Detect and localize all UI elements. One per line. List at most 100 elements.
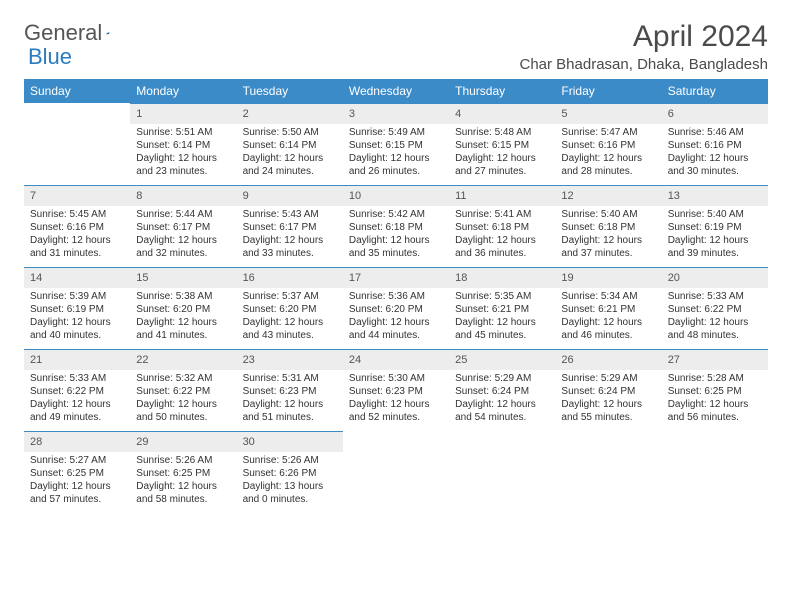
- day-body: Sunrise: 5:39 AMSunset: 6:19 PMDaylight:…: [24, 288, 130, 348]
- calendar-day-cell: 22Sunrise: 5:32 AMSunset: 6:22 PMDayligh…: [130, 349, 236, 431]
- sunset-text: Sunset: 6:17 PM: [136, 221, 230, 234]
- sunset-text: Sunset: 6:20 PM: [136, 303, 230, 316]
- sunset-text: Sunset: 6:23 PM: [349, 385, 443, 398]
- calendar-week-row: 21Sunrise: 5:33 AMSunset: 6:22 PMDayligh…: [24, 349, 768, 431]
- calendar-day-cell: 18Sunrise: 5:35 AMSunset: 6:21 PMDayligh…: [449, 267, 555, 349]
- day-number: 12: [555, 185, 661, 206]
- weekday-header: Sunday: [24, 79, 130, 103]
- weekday-header: Thursday: [449, 79, 555, 103]
- calendar-body: 1Sunrise: 5:51 AMSunset: 6:14 PMDaylight…: [24, 103, 768, 513]
- sunrise-text: Sunrise: 5:38 AM: [136, 290, 230, 303]
- logo-row2: Blue: [28, 44, 72, 70]
- day-number: 28: [24, 431, 130, 452]
- day-number: 10: [343, 185, 449, 206]
- day-body: Sunrise: 5:37 AMSunset: 6:20 PMDaylight:…: [237, 288, 343, 348]
- daylight-text: Daylight: 12 hours and 49 minutes.: [30, 398, 124, 424]
- logo-text-2: Blue: [28, 44, 72, 69]
- sunrise-text: Sunrise: 5:41 AM: [455, 208, 549, 221]
- day-number: [343, 431, 449, 438]
- daylight-text: Daylight: 12 hours and 46 minutes.: [561, 316, 655, 342]
- sunrise-text: Sunrise: 5:27 AM: [30, 454, 124, 467]
- daylight-text: Daylight: 12 hours and 54 minutes.: [455, 398, 549, 424]
- day-number: 1: [130, 103, 236, 124]
- day-number: 13: [662, 185, 768, 206]
- day-body: Sunrise: 5:50 AMSunset: 6:14 PMDaylight:…: [237, 124, 343, 184]
- sunset-text: Sunset: 6:15 PM: [349, 139, 443, 152]
- day-body: Sunrise: 5:31 AMSunset: 6:23 PMDaylight:…: [237, 370, 343, 430]
- calendar-day-cell: 15Sunrise: 5:38 AMSunset: 6:20 PMDayligh…: [130, 267, 236, 349]
- sunrise-text: Sunrise: 5:33 AM: [668, 290, 762, 303]
- sunrise-text: Sunrise: 5:33 AM: [30, 372, 124, 385]
- day-body: Sunrise: 5:29 AMSunset: 6:24 PMDaylight:…: [449, 370, 555, 430]
- daylight-text: Daylight: 12 hours and 33 minutes.: [243, 234, 337, 260]
- header: General April 2024 Char Bhadrasan, Dhaka…: [24, 20, 768, 73]
- calendar-day-cell: [662, 431, 768, 513]
- daylight-text: Daylight: 12 hours and 45 minutes.: [455, 316, 549, 342]
- calendar-day-cell: 2Sunrise: 5:50 AMSunset: 6:14 PMDaylight…: [237, 103, 343, 185]
- day-number: 11: [449, 185, 555, 206]
- day-body: Sunrise: 5:35 AMSunset: 6:21 PMDaylight:…: [449, 288, 555, 348]
- calendar-day-cell: 20Sunrise: 5:33 AMSunset: 6:22 PMDayligh…: [662, 267, 768, 349]
- calendar-day-cell: 5Sunrise: 5:47 AMSunset: 6:16 PMDaylight…: [555, 103, 661, 185]
- day-number: 17: [343, 267, 449, 288]
- daylight-text: Daylight: 12 hours and 52 minutes.: [349, 398, 443, 424]
- calendar-day-cell: 6Sunrise: 5:46 AMSunset: 6:16 PMDaylight…: [662, 103, 768, 185]
- day-body: Sunrise: 5:33 AMSunset: 6:22 PMDaylight:…: [24, 370, 130, 430]
- calendar-day-cell: 11Sunrise: 5:41 AMSunset: 6:18 PMDayligh…: [449, 185, 555, 267]
- sunrise-text: Sunrise: 5:36 AM: [349, 290, 443, 303]
- day-number: 8: [130, 185, 236, 206]
- daylight-text: Daylight: 12 hours and 58 minutes.: [136, 480, 230, 506]
- calendar-day-cell: 30Sunrise: 5:26 AMSunset: 6:26 PMDayligh…: [237, 431, 343, 513]
- daylight-text: Daylight: 13 hours and 0 minutes.: [243, 480, 337, 506]
- sunrise-text: Sunrise: 5:42 AM: [349, 208, 443, 221]
- day-number: 24: [343, 349, 449, 370]
- day-body: Sunrise: 5:44 AMSunset: 6:17 PMDaylight:…: [130, 206, 236, 266]
- calendar-day-cell: 3Sunrise: 5:49 AMSunset: 6:15 PMDaylight…: [343, 103, 449, 185]
- sunset-text: Sunset: 6:16 PM: [561, 139, 655, 152]
- calendar-day-cell: 25Sunrise: 5:29 AMSunset: 6:24 PMDayligh…: [449, 349, 555, 431]
- sunset-text: Sunset: 6:25 PM: [30, 467, 124, 480]
- sunrise-text: Sunrise: 5:29 AM: [561, 372, 655, 385]
- daylight-text: Daylight: 12 hours and 55 minutes.: [561, 398, 655, 424]
- daylight-text: Daylight: 12 hours and 24 minutes.: [243, 152, 337, 178]
- sunrise-text: Sunrise: 5:26 AM: [136, 454, 230, 467]
- sunrise-text: Sunrise: 5:26 AM: [243, 454, 337, 467]
- calendar-day-cell: [449, 431, 555, 513]
- sunrise-text: Sunrise: 5:50 AM: [243, 126, 337, 139]
- sunset-text: Sunset: 6:21 PM: [561, 303, 655, 316]
- calendar-day-cell: 23Sunrise: 5:31 AMSunset: 6:23 PMDayligh…: [237, 349, 343, 431]
- sunrise-text: Sunrise: 5:46 AM: [668, 126, 762, 139]
- sunrise-text: Sunrise: 5:45 AM: [30, 208, 124, 221]
- sunrise-text: Sunrise: 5:35 AM: [455, 290, 549, 303]
- sunset-text: Sunset: 6:18 PM: [561, 221, 655, 234]
- day-body: Sunrise: 5:42 AMSunset: 6:18 PMDaylight:…: [343, 206, 449, 266]
- daylight-text: Daylight: 12 hours and 43 minutes.: [243, 316, 337, 342]
- day-number: [555, 431, 661, 438]
- day-number: 15: [130, 267, 236, 288]
- day-number: 25: [449, 349, 555, 370]
- day-body: Sunrise: 5:40 AMSunset: 6:18 PMDaylight:…: [555, 206, 661, 266]
- calendar-day-cell: 7Sunrise: 5:45 AMSunset: 6:16 PMDaylight…: [24, 185, 130, 267]
- day-body: Sunrise: 5:49 AMSunset: 6:15 PMDaylight:…: [343, 124, 449, 184]
- daylight-text: Daylight: 12 hours and 57 minutes.: [30, 480, 124, 506]
- day-body: Sunrise: 5:47 AMSunset: 6:16 PMDaylight:…: [555, 124, 661, 184]
- calendar-day-cell: 28 Sunrise: 5:27 AMSunset: 6:25 PMDayligh…: [24, 431, 130, 513]
- day-number: 29: [130, 431, 236, 452]
- sunset-text: Sunset: 6:19 PM: [30, 303, 124, 316]
- daylight-text: Daylight: 12 hours and 48 minutes.: [668, 316, 762, 342]
- calendar-day-cell: 17Sunrise: 5:36 AMSunset: 6:20 PMDayligh…: [343, 267, 449, 349]
- daylight-text: Daylight: 12 hours and 39 minutes.: [668, 234, 762, 260]
- sunset-text: Sunset: 6:22 PM: [136, 385, 230, 398]
- sunset-text: Sunset: 6:20 PM: [243, 303, 337, 316]
- calendar-day-cell: 16Sunrise: 5:37 AMSunset: 6:20 PMDayligh…: [237, 267, 343, 349]
- calendar-day-cell: 1Sunrise: 5:51 AMSunset: 6:14 PMDaylight…: [130, 103, 236, 185]
- day-number: 27: [662, 349, 768, 370]
- daylight-text: Daylight: 12 hours and 40 minutes.: [30, 316, 124, 342]
- calendar-day-cell: 4Sunrise: 5:48 AMSunset: 6:15 PMDaylight…: [449, 103, 555, 185]
- calendar-day-cell: 14Sunrise: 5:39 AMSunset: 6:19 PMDayligh…: [24, 267, 130, 349]
- sunset-text: Sunset: 6:16 PM: [30, 221, 124, 234]
- day-number: [662, 431, 768, 438]
- day-body: Sunrise: 5:26 AMSunset: 6:26 PMDaylight:…: [237, 452, 343, 512]
- sunrise-text: Sunrise: 5:31 AM: [243, 372, 337, 385]
- sunrise-text: Sunrise: 5:30 AM: [349, 372, 443, 385]
